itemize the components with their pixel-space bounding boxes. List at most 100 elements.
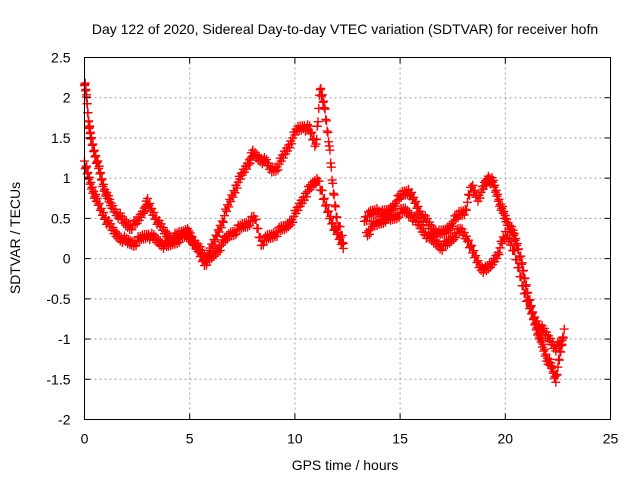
- data-point: [98, 179, 108, 189]
- data-point: [319, 103, 329, 113]
- axis-ticks: [84, 57, 611, 420]
- data-point-fill: [498, 208, 508, 218]
- data-point-fill: [320, 104, 330, 114]
- data-point-fill: [523, 295, 533, 305]
- data-point-fill: [319, 96, 329, 106]
- data-point-fill: [213, 247, 223, 257]
- data-point-fill: [136, 212, 146, 222]
- data-point-fill: [196, 250, 206, 260]
- data-point: [84, 116, 94, 126]
- data-point-fill: [127, 225, 137, 235]
- data-point-fill: [509, 229, 519, 239]
- data-point-fill: [554, 355, 564, 365]
- data-point: [551, 377, 561, 387]
- data-point-fill: [520, 288, 530, 298]
- data-point-fill: [92, 157, 102, 167]
- data-point-fill: [268, 233, 278, 243]
- data-point-fill: [91, 151, 101, 161]
- data-point-fill: [209, 252, 219, 262]
- data-point-fill: [333, 228, 343, 238]
- x-tick-labels: 0 5 10 15 20 25: [81, 431, 619, 447]
- data-point-fill: [326, 158, 336, 168]
- y-tick-label: 1.5: [51, 130, 71, 146]
- data-point-fill: [550, 371, 560, 381]
- data-point: [338, 243, 348, 253]
- data-point: [557, 335, 567, 345]
- x-tick-label: 25: [603, 431, 619, 447]
- data-point-fill: [554, 354, 564, 364]
- data-point-fill: [321, 114, 331, 124]
- data-point-fill: [245, 221, 255, 231]
- data-point-fill: [336, 239, 346, 249]
- data-point-fill: [492, 253, 502, 263]
- data-point-fill: [87, 184, 97, 194]
- data-point: [138, 208, 148, 218]
- data-point-fill: [97, 174, 107, 184]
- data-point: [124, 235, 134, 245]
- data-point-fill: [235, 174, 245, 184]
- data-point-fill: [312, 121, 322, 131]
- data-point-fill: [285, 143, 295, 153]
- data-point: [319, 193, 329, 203]
- data-point-fill: [230, 188, 240, 198]
- data-point-fill: [499, 206, 509, 216]
- data-point: [437, 245, 447, 255]
- data-point-fill: [96, 168, 106, 178]
- data-point-fill: [468, 180, 478, 190]
- data-point-fill: [229, 231, 239, 241]
- data-point-fill: [537, 335, 547, 345]
- data-point-fill: [463, 189, 473, 199]
- data-point-fill: [326, 162, 336, 172]
- data-point: [244, 160, 254, 170]
- data-point-fill: [166, 241, 176, 251]
- data-point-fill: [83, 108, 93, 118]
- data-point-fill: [495, 199, 505, 209]
- series-3: [359, 171, 569, 387]
- data-point-fill: [317, 90, 327, 100]
- data-point: [469, 246, 479, 256]
- data-point-fill: [134, 236, 144, 246]
- x-axis-label: GPS time / hours: [292, 457, 399, 473]
- data-point: [174, 237, 184, 247]
- data-point-fill: [82, 161, 92, 171]
- data-point: [231, 229, 241, 239]
- x-tick-label: 10: [287, 431, 303, 447]
- data-point-fill: [217, 216, 227, 226]
- y-tick-label: 0.5: [51, 210, 71, 226]
- data-point-fill: [87, 182, 97, 192]
- data-point-fill: [325, 145, 335, 155]
- data-point: [92, 193, 102, 203]
- data-point-fill: [322, 126, 332, 136]
- data-point: [98, 207, 108, 217]
- data-point-fill: [470, 185, 480, 195]
- data-point: [86, 134, 96, 144]
- data-point-fill: [258, 240, 268, 250]
- data-point-fill: [110, 226, 120, 236]
- data-point-fill: [84, 172, 94, 182]
- data-point-fill: [245, 158, 255, 168]
- data-point-fill: [222, 206, 232, 216]
- data-point-fill: [530, 312, 540, 322]
- data-point-fill: [329, 190, 339, 200]
- data-point-fill: [483, 264, 493, 274]
- data-point-fill: [362, 231, 372, 241]
- data-point: [288, 217, 298, 227]
- data-point-fill: [83, 168, 93, 178]
- data-point-fill: [463, 235, 473, 245]
- data-point-fill: [317, 185, 327, 195]
- data-point-fill: [327, 219, 337, 229]
- data-point-fill: [310, 141, 320, 151]
- y-tick-label: -2: [58, 412, 71, 428]
- data-point-fill: [284, 222, 294, 232]
- data-point-fill: [232, 183, 242, 193]
- chart-title: Day 122 of 2020, Sidereal Day-to-day VTE…: [92, 21, 598, 37]
- data-point-fill: [89, 145, 99, 155]
- series-4: [361, 203, 567, 356]
- x-tick-label: 0: [81, 431, 89, 447]
- data-point-fill: [547, 361, 557, 371]
- data-point-fill: [306, 129, 316, 139]
- grid: [84, 57, 611, 420]
- data-point-fill: [318, 97, 328, 107]
- data-point-fill: [316, 83, 326, 93]
- data-point-fill: [86, 177, 96, 187]
